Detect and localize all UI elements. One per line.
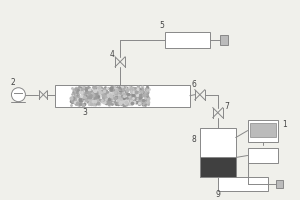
Bar — [248, 148, 278, 163]
Bar — [165, 32, 210, 48]
Bar — [248, 120, 278, 142]
Text: 4: 4 — [110, 50, 115, 59]
Text: 3: 3 — [83, 108, 88, 117]
Text: 5: 5 — [160, 21, 164, 30]
Bar — [200, 157, 236, 177]
Text: 9: 9 — [215, 190, 220, 199]
Text: 1: 1 — [282, 120, 287, 129]
Bar — [220, 35, 228, 45]
Bar — [55, 85, 190, 107]
Bar — [250, 123, 276, 137]
Text: 8: 8 — [191, 135, 196, 144]
Bar — [276, 180, 283, 188]
Text: 7: 7 — [224, 102, 229, 111]
Text: 6: 6 — [191, 80, 196, 89]
Text: 2: 2 — [10, 78, 15, 87]
Bar — [200, 128, 236, 177]
Bar — [218, 177, 268, 191]
Circle shape — [11, 88, 26, 102]
